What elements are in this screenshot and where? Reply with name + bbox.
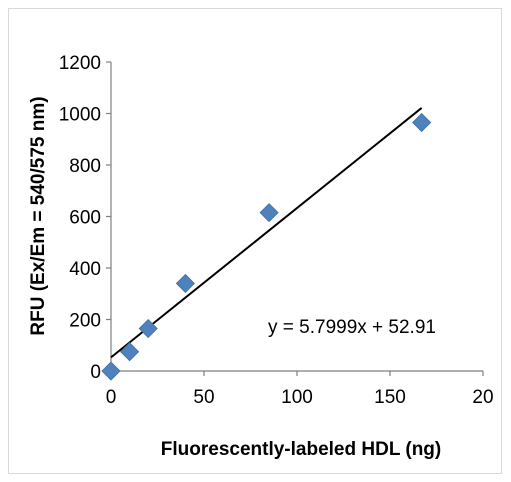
data-point — [412, 112, 432, 133]
x-tick-label: 20 — [472, 387, 493, 408]
y-tick-label: 600 — [69, 208, 101, 229]
data-point — [138, 318, 158, 339]
y-tick-label: 400 — [69, 259, 101, 280]
trendline-group — [110, 107, 423, 359]
data-point — [120, 342, 140, 362]
data-points — [101, 112, 432, 381]
x-tick-label: 100 — [281, 387, 313, 408]
data-point — [101, 361, 121, 381]
trendline-equation: y = 5.7999x + 52.91 — [268, 317, 436, 338]
y-axis: 0 200 400 600 800 1000 1200 — [59, 53, 112, 383]
x-axis-title: Fluorescently-labeled HDL (ng) — [161, 439, 441, 460]
y-tick-label: 0 — [90, 362, 101, 383]
x-tick-label: 0 — [106, 387, 117, 408]
x-axis: 0 50 100 150 20 — [106, 370, 494, 408]
y-tick-label: 1000 — [59, 105, 101, 126]
data-point — [175, 273, 195, 294]
x-tick-label: 50 — [193, 387, 214, 408]
trendline — [110, 107, 423, 359]
y-tick-label: 200 — [69, 311, 101, 332]
y-tick-label: 1200 — [59, 53, 101, 74]
y-tick-label: 800 — [69, 156, 101, 177]
data-point — [259, 203, 279, 223]
x-tick-label: 150 — [374, 387, 406, 408]
y-axis-title: RFU (Ex/Em = 540/575 nm) — [28, 96, 49, 335]
